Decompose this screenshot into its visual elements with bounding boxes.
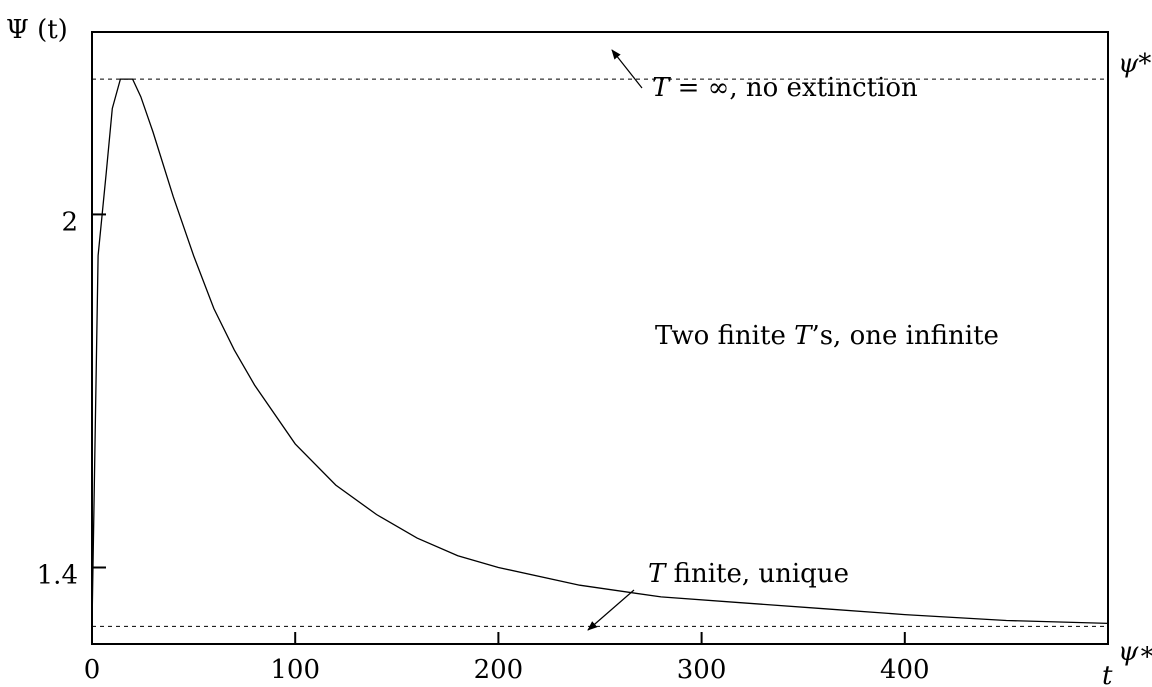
annotation-no-extinction: T = ∞, no extinction	[652, 73, 918, 103]
reference-label-psi-upper: ψ*	[1118, 49, 1151, 79]
x-tick-label: 400	[880, 655, 930, 685]
x-axis-ticks: 0 100 200 300 400	[84, 632, 930, 685]
plot-frame	[91, 31, 1109, 645]
series-line-psi	[91, 78, 1109, 627]
annotation-arrow-top	[611, 49, 643, 89]
y-tick-label: 2	[61, 207, 78, 237]
y-axis-ticks: 1.42	[37, 207, 106, 591]
reference-label-psi-lower: ψ∗	[1118, 637, 1152, 667]
x-axis-label: t	[1102, 661, 1113, 687]
x-tick-label: 0	[84, 655, 101, 685]
y-axis-label: Ψ (t)	[6, 15, 68, 45]
annotation-arrow-bottom	[587, 589, 635, 631]
annotation-finite-unique: T finite, unique	[648, 559, 849, 589]
x-tick-label: 200	[474, 655, 524, 685]
y-tick-label: 1.4	[37, 561, 78, 591]
x-tick-label: 100	[270, 655, 320, 685]
annotation-two-finite: Two finite T’s, one infinite	[655, 321, 999, 351]
x-tick-label: 300	[677, 655, 727, 685]
